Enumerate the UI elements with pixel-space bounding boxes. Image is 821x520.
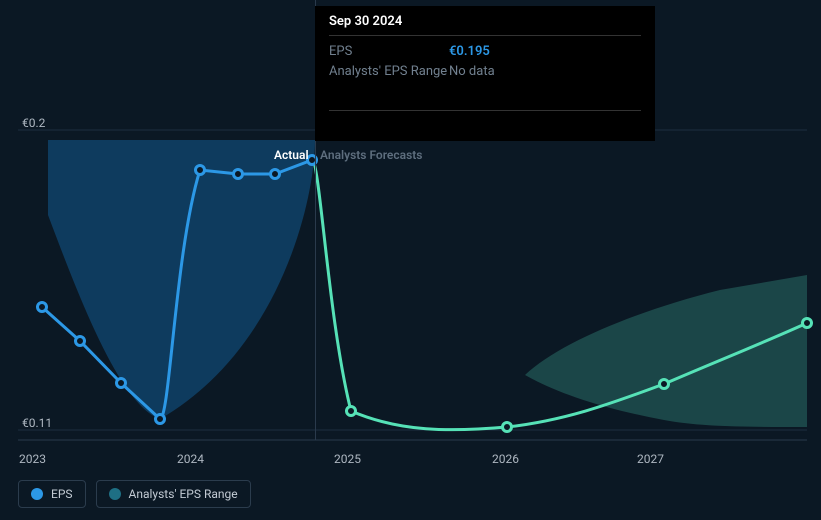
legend: EPS Analysts' EPS Range: [18, 480, 251, 508]
x-axis-label: 2027: [637, 452, 664, 466]
tooltip-value: €0.195: [449, 42, 490, 62]
y-axis-label: €0.11: [22, 416, 52, 430]
eps-marker[interactable]: [271, 170, 280, 179]
x-axis-label: 2024: [177, 452, 204, 466]
legend-swatch-icon: [109, 488, 121, 500]
actual-label: Actual: [274, 148, 309, 162]
range-area-actual: [48, 140, 315, 419]
tooltip-label: EPS: [329, 42, 449, 62]
legend-label: Analysts' EPS Range: [129, 487, 238, 501]
tooltip-date: Sep 30 2024: [329, 14, 641, 36]
eps-marker[interactable]: [803, 319, 812, 328]
forecast-label: Analysts Forecasts: [320, 148, 422, 162]
eps-marker[interactable]: [503, 423, 512, 432]
legend-swatch-icon: [31, 488, 43, 500]
eps-marker[interactable]: [76, 337, 85, 346]
eps-marker[interactable]: [196, 166, 205, 175]
legend-label: EPS: [51, 487, 73, 501]
x-axis-label: 2023: [19, 452, 46, 466]
legend-item-eps[interactable]: EPS: [18, 480, 86, 508]
x-axis-label: 2025: [334, 452, 361, 466]
eps-marker[interactable]: [156, 415, 165, 424]
eps-marker[interactable]: [117, 379, 126, 388]
eps-chart: €0.2 €0.11 2023 2024 2025 2026 2027 Actual An…: [0, 0, 821, 520]
eps-marker[interactable]: [660, 380, 669, 389]
tooltip-value: No data: [449, 62, 495, 82]
eps-marker[interactable]: [38, 303, 47, 312]
hover-tooltip: Sep 30 2024 EPS €0.195 Analysts' EPS Ran…: [315, 6, 655, 141]
range-area-forecast: [525, 275, 807, 427]
eps-marker[interactable]: [234, 170, 243, 179]
legend-item-range[interactable]: Analysts' EPS Range: [96, 480, 251, 508]
eps-marker[interactable]: [347, 407, 356, 416]
x-axis-label: 2026: [492, 452, 519, 466]
y-axis-label: €0.2: [22, 116, 45, 130]
tooltip-row-eps: EPS €0.195: [329, 42, 641, 62]
tooltip-row-range: Analysts' EPS Range No data: [329, 62, 641, 82]
tooltip-label: Analysts' EPS Range: [329, 62, 449, 82]
